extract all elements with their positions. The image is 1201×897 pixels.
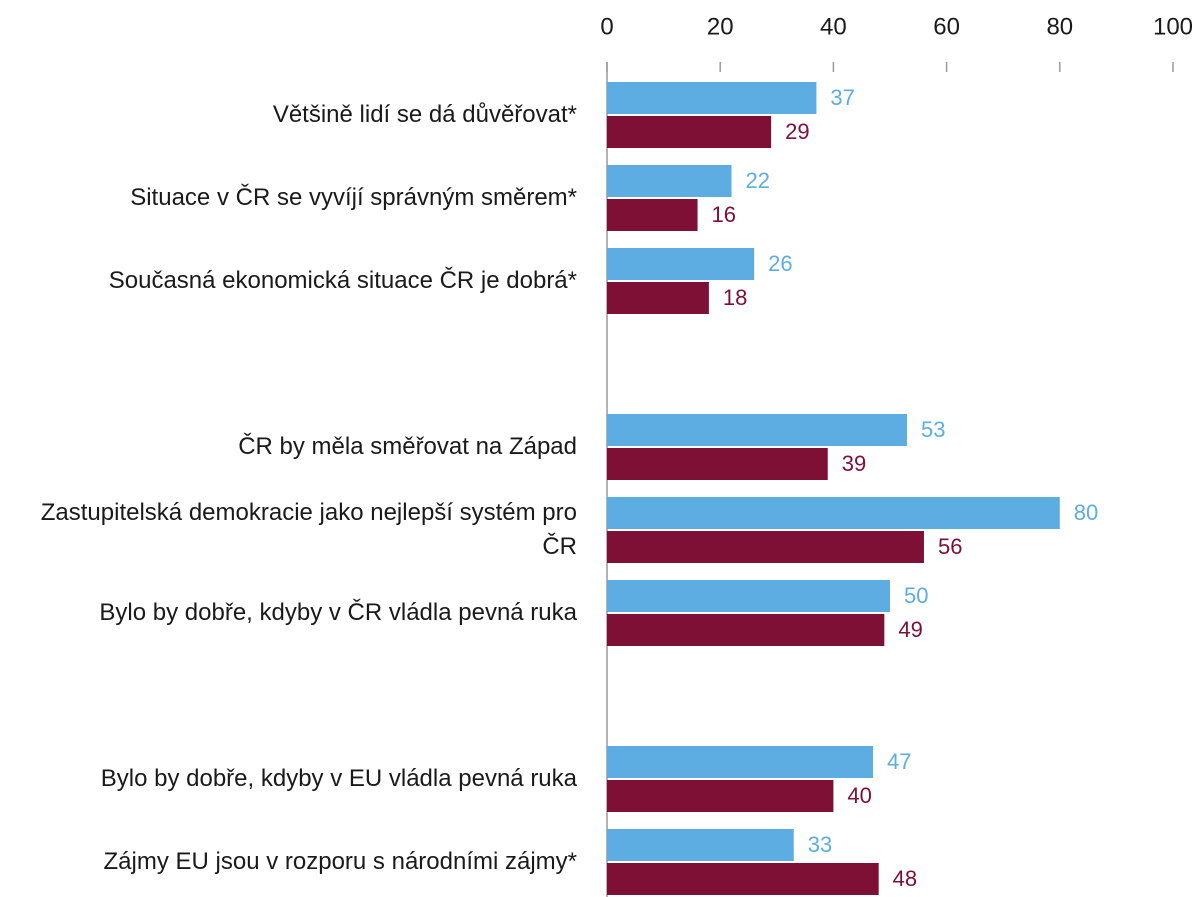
bar [607,116,772,148]
category-label: Většině lidí se dá důvěřovat* [272,101,577,128]
category-label: ČR by měla směřovat na Západ [238,433,577,460]
bar [607,414,907,446]
bar [607,282,709,314]
value-label: 16 [712,202,736,227]
category-label: Současná ekonomická situace ČR je dobrá* [108,267,577,294]
value-label: 53 [921,417,945,442]
value-label: 40 [847,783,871,808]
value-label: 39 [842,451,866,476]
value-label: 56 [938,534,962,559]
bar [607,165,732,197]
x-tick-label: 20 [707,13,734,40]
value-label: 48 [893,866,917,891]
value-label: 18 [723,285,747,310]
value-label: 26 [768,251,792,276]
x-tick-label: 0 [600,13,613,40]
value-label: 29 [785,119,809,144]
category-label: Situace v ČR se vyvíjí správným směrem* [130,184,577,211]
bar [607,531,924,563]
category-label: Bylo by dobře, kdyby v ČR vládla pevná r… [99,599,577,626]
value-label: 33 [808,832,832,857]
bar [607,199,698,231]
bar [607,829,794,861]
x-tick-label: 60 [933,13,960,40]
bar [607,448,828,480]
value-label: 49 [898,617,922,642]
bar [607,248,755,280]
category-label: Zájmy EU jsou v rozporu s národními zájm… [103,848,577,875]
value-label: 80 [1074,500,1098,525]
bar [607,780,834,812]
category-label: Bylo by dobře, kdyby v EU vládla pevná r… [100,765,577,792]
value-label: 22 [746,168,770,193]
x-tick-label: 80 [1046,13,1073,40]
x-tick-label: 100 [1153,13,1193,40]
value-label: 50 [904,583,928,608]
x-tick-label: 40 [820,13,847,40]
bar [607,580,890,612]
value-label: 37 [830,85,854,110]
value-label: 47 [887,749,911,774]
bar [607,863,879,895]
bar [607,82,817,114]
category-label: Zastupitelská demokracie jako nejlepší s… [40,499,577,560]
bar [607,614,885,646]
bar [607,497,1060,529]
bar [607,746,874,778]
